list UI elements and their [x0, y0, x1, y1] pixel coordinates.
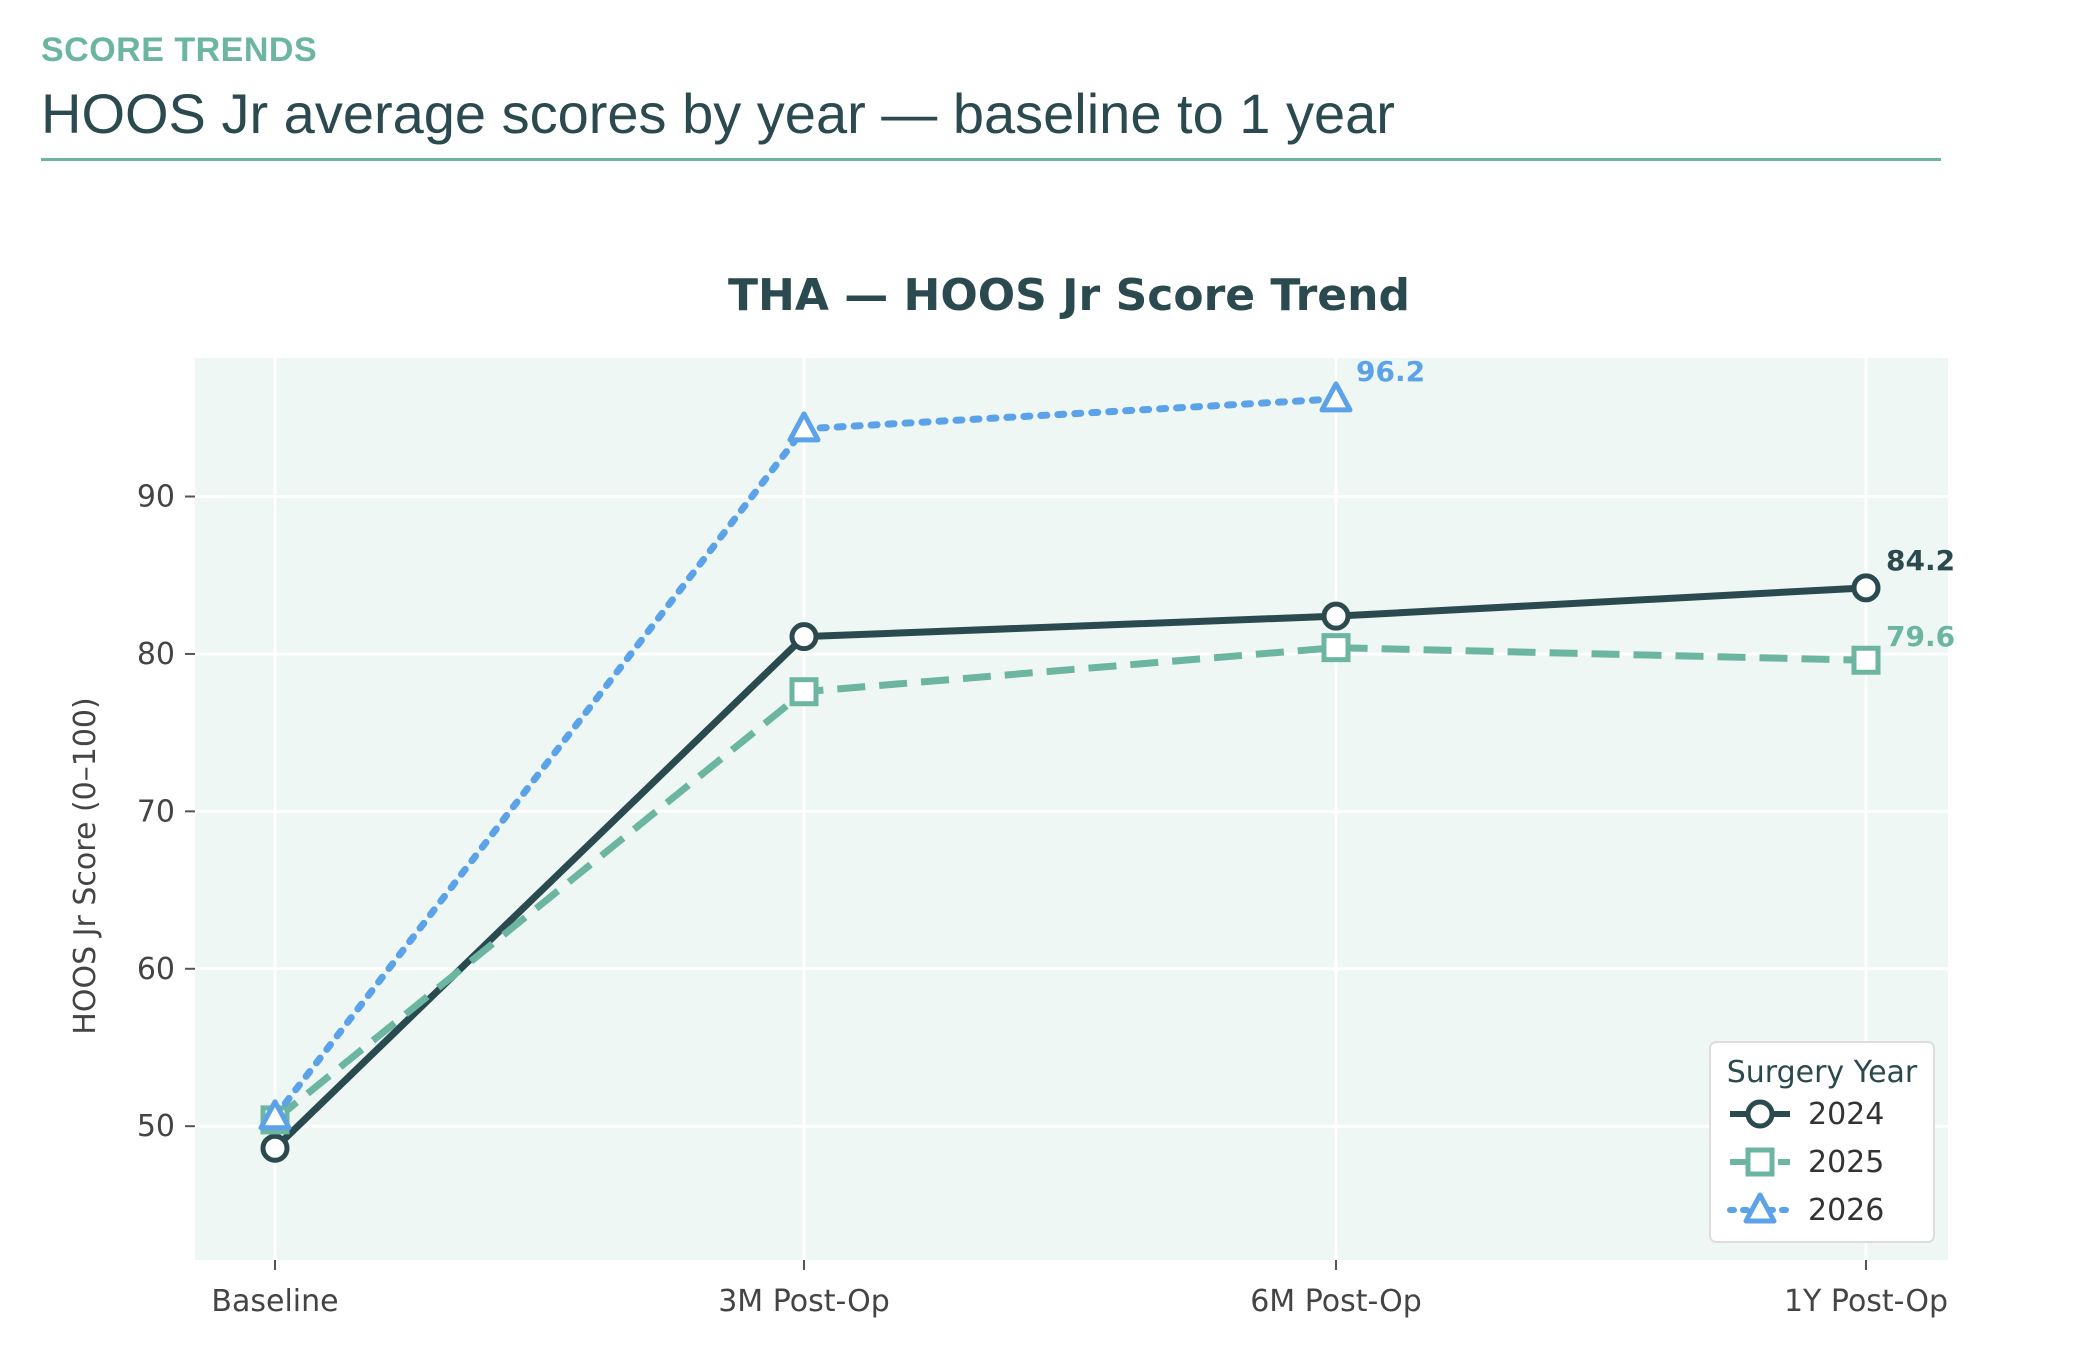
chart-title: THA — HOOS Jr Score Trend: [728, 270, 1410, 321]
x-axis: Baseline 3M Post-Op 6M Post-Op 1Y Post-Op: [211, 1260, 1948, 1319]
section-eyebrow: SCORE TRENDS: [41, 31, 318, 69]
data-point-2026: [258, 1099, 292, 1131]
page-title: HOOS Jr average scores by year — baselin…: [41, 82, 1395, 145]
legend-label-2025: 2025: [1808, 1145, 1884, 1180]
legend-marker-2026: [1743, 1192, 1777, 1224]
y-tick-label: 60: [137, 952, 175, 987]
legend-title: Surgery Year: [1727, 1055, 1918, 1090]
title-divider: [41, 158, 1941, 161]
y-tick-label: 70: [137, 794, 175, 829]
data-point-2026: [787, 411, 821, 443]
legend-label-2026: 2026: [1808, 1193, 1884, 1228]
y-tick-label: 90: [137, 480, 175, 515]
series-line-2025: [272, 644, 1867, 1123]
legend-marker-2024: [1745, 1099, 1775, 1129]
legend-marker-2025: [1745, 1147, 1775, 1177]
data-point-2026: [1319, 381, 1353, 413]
legend-box: [1709, 1041, 1935, 1243]
data-labels: 84.2 79.6 96.2: [1356, 355, 1955, 653]
x-tick-label: Baseline: [211, 1284, 338, 1319]
grid-lines: [195, 358, 1948, 1260]
section-header: SCORE TRENDS HOOS Jr average scores by y…: [41, 30, 1941, 146]
data-point-2024: [1851, 573, 1881, 603]
x-tick-label: 3M Post-Op: [718, 1284, 890, 1319]
y-tick-label: 50: [137, 1109, 175, 1144]
data-point-2024: [789, 622, 819, 652]
data-point-2025: [789, 677, 819, 707]
data-label-2026: 96.2: [1356, 355, 1425, 388]
x-tick-label: 1Y Post-Op: [1784, 1284, 1948, 1319]
series-line-2024: [272, 584, 1867, 1151]
data-label-2025: 79.6: [1886, 620, 1955, 653]
data-point-2025: [1851, 645, 1881, 675]
x-tick-label: 6M Post-Op: [1250, 1284, 1422, 1319]
y-axis-label: HOOS Jr Score (0–100): [68, 697, 103, 1034]
data-point-2025: [1321, 633, 1351, 663]
y-axis: 50 60 70 80 90: [137, 480, 195, 1144]
legend: Surgery Year 2024 2025 2026: [1709, 1041, 1935, 1243]
legend-label-2024: 2024: [1808, 1097, 1884, 1132]
data-point-2024: [260, 1133, 290, 1163]
plot-area: [195, 358, 1948, 1260]
series-layer: [258, 381, 1881, 1163]
data-point-2024: [1321, 601, 1351, 631]
data-label-2024: 84.2: [1886, 544, 1955, 577]
y-tick-label: 80: [137, 637, 175, 672]
